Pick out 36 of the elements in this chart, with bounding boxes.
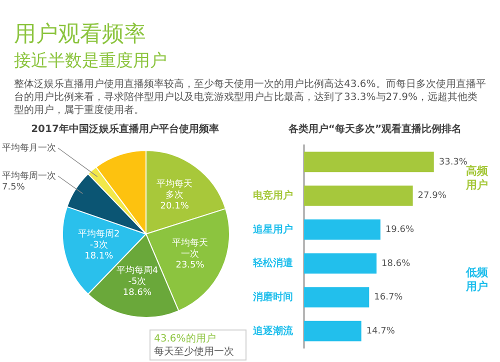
bar [304,287,370,308]
y-tick-label: 消磨时间 [252,291,293,303]
text: 43.6%的用户每天至少使用一次 [154,332,234,358]
data-label: 33.3% [438,157,468,168]
data-label: 18.1% [84,252,114,262]
chart-subtitle: 接近半数是重度用户 [14,50,168,72]
data-label: 16.7% [374,292,404,303]
data-label: 18.6% [382,258,411,269]
data-label: 7.5% [2,182,26,192]
text: 2017年中国泛娱乐直播用户平台使用频率 [30,122,220,136]
bar [304,219,380,240]
bar [304,186,413,206]
slice-label: 平均每周2-3次 [78,228,120,251]
chart-title: 各类用户“每天多次”观看直播比例排名 [287,122,463,136]
data-label: 23.5% [176,260,205,271]
slice-label: 平均每周4-5次 [116,264,158,287]
y-tick-label: 电竞用户 [253,190,293,202]
data-label: 20.1% [160,201,190,212]
y-tick-label: 轻松消遣 [252,257,294,270]
text: 整体泛娱乐直播用户使用直播频率较高，至少每天使用一次的用户比例高达43.6%。而每日多次使用直播平台的用户比例来看，寻求陪伴型用户以及电竞游戏型用户占比最高，达到了33.3%与27.9%，远超其他类型的用户，属于重度使用者。 [14,78,486,117]
y-tick-label: 追星用户 [252,223,293,236]
slice-label: 平均每天多次 [156,178,193,200]
text: 高频用户 [465,164,489,192]
text: 低频用户 [465,266,489,294]
data-label: 18.6% [122,288,152,298]
bar [304,152,434,172]
data-label: 19.6% [385,224,414,235]
slice-label: 平均每周一次 [2,170,56,182]
bar [304,253,377,274]
slice-label: 平均每天一次 [172,238,208,260]
chart-title: 用户观看频率 [14,22,147,48]
bar [304,320,362,342]
data-label: 27.9% [418,191,447,202]
y-tick-label: 追逐潮流 [252,324,294,337]
slice-label: 平均每月一次 [2,142,56,154]
data-label: 14.7% [366,326,396,336]
